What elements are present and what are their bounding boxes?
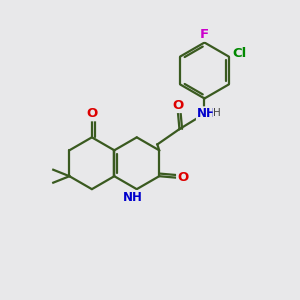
Text: NH: NH [123,191,143,204]
Text: H: H [213,108,221,118]
Text: O: O [172,99,184,112]
Text: O: O [86,107,98,120]
Text: F: F [200,28,209,41]
Text: Cl: Cl [233,47,247,60]
Text: NH: NH [197,107,217,120]
Text: O: O [177,171,188,184]
